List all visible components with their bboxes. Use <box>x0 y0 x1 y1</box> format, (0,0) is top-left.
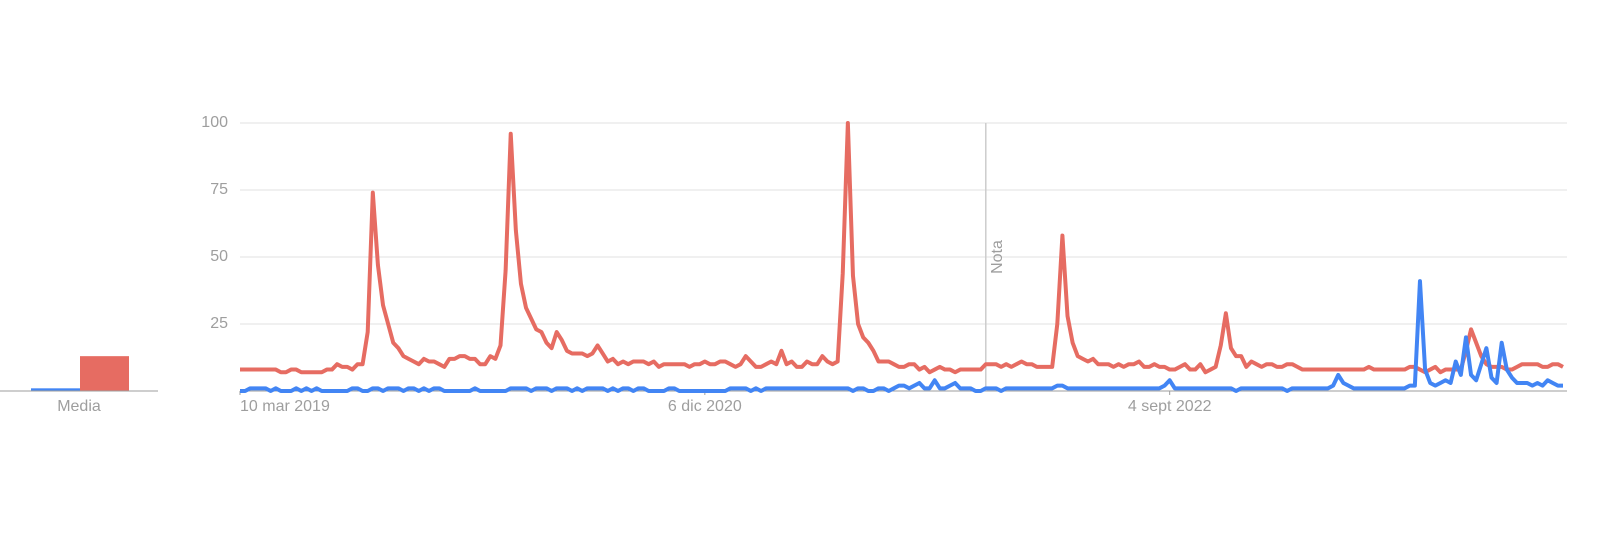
x-tick-label: Media <box>57 398 101 415</box>
x-tick-label: 6 dic 2020 <box>668 398 742 415</box>
trend-line <box>240 279 1563 393</box>
y-tick-label: 75 <box>210 181 228 198</box>
y-tick-label: 100 <box>201 114 228 131</box>
x-tick-label: 4 sept 2022 <box>1128 398 1212 415</box>
x-tick-label: 10 mar 2019 <box>240 398 330 415</box>
y-tick-label: 50 <box>210 248 228 265</box>
bar <box>31 388 80 391</box>
bar <box>80 356 129 391</box>
note-label: Nota <box>989 240 1006 274</box>
y-tick-label: 25 <box>210 315 228 332</box>
trend-line <box>240 121 1564 375</box>
